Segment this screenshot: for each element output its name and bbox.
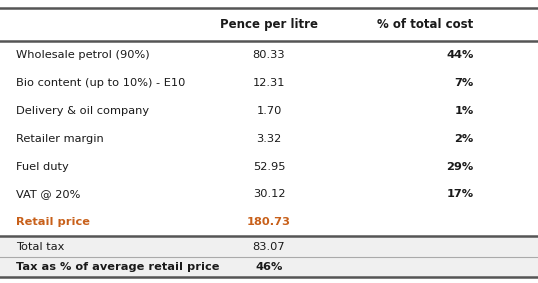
Text: 29%: 29% xyxy=(446,162,473,171)
Text: Wholesale petrol (90%): Wholesale petrol (90%) xyxy=(16,50,150,60)
Text: 46%: 46% xyxy=(256,262,282,272)
Text: 52.95: 52.95 xyxy=(253,162,285,171)
Text: 1%: 1% xyxy=(454,106,473,116)
Text: 30.12: 30.12 xyxy=(253,189,285,200)
Text: Pence per litre: Pence per litre xyxy=(220,18,318,31)
Text: 17%: 17% xyxy=(447,189,473,200)
Bar xyxy=(0,236,538,277)
Text: 1.70: 1.70 xyxy=(256,106,282,116)
Text: Tax as % of average retail price: Tax as % of average retail price xyxy=(16,262,220,272)
Text: 12.31: 12.31 xyxy=(253,78,285,88)
Text: Retailer margin: Retailer margin xyxy=(16,134,104,144)
Text: % of total cost: % of total cost xyxy=(377,18,473,31)
Text: 44%: 44% xyxy=(446,50,473,60)
Text: 2%: 2% xyxy=(454,134,473,144)
Text: 7%: 7% xyxy=(454,78,473,88)
Text: Fuel duty: Fuel duty xyxy=(16,162,69,171)
Text: VAT @ 20%: VAT @ 20% xyxy=(16,189,81,200)
Text: Bio content (up to 10%) - E10: Bio content (up to 10%) - E10 xyxy=(16,78,186,88)
Text: Retail price: Retail price xyxy=(16,217,90,227)
Text: 3.32: 3.32 xyxy=(257,134,281,144)
Text: Delivery & oil company: Delivery & oil company xyxy=(16,106,149,116)
Text: 83.07: 83.07 xyxy=(253,242,285,252)
Text: 80.33: 80.33 xyxy=(253,50,285,60)
Text: Total tax: Total tax xyxy=(16,242,65,252)
Text: 180.73: 180.73 xyxy=(247,217,291,227)
